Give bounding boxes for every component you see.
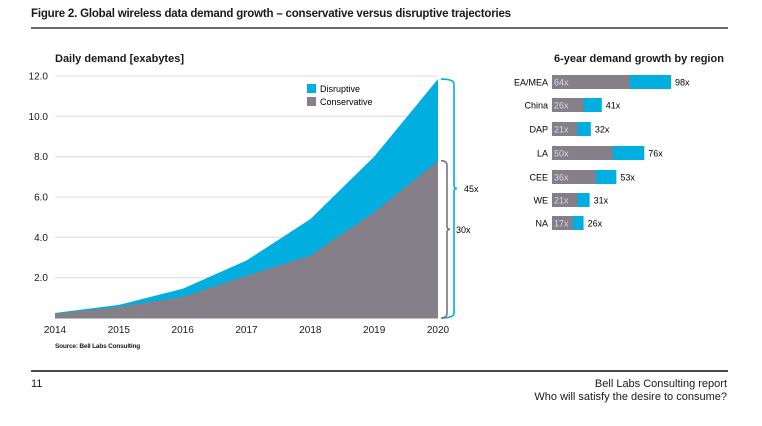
brace-conservative	[440, 159, 451, 319]
legend-label-conservative: Conservative	[320, 97, 373, 107]
x-tick-label: 2015	[108, 325, 131, 336]
bar-label-conservative: 50x	[554, 149, 569, 159]
bar-label-disruptive: 26x	[588, 219, 603, 229]
footer-divider	[31, 370, 728, 372]
growth-braces: 45x 30x	[440, 78, 479, 319]
bar-chart-title: 6-year demand growth by region	[554, 53, 724, 65]
bar-conservative	[552, 122, 578, 136]
x-tick-label: 2014	[44, 325, 67, 336]
bar-label-conservative: 17x	[554, 219, 569, 229]
brace-disruptive	[440, 78, 458, 319]
bar-label-conservative: 21x	[554, 125, 569, 135]
bar-label-disruptive: 53x	[620, 173, 635, 183]
x-tick-label: 2018	[299, 325, 322, 336]
region-label: CEE	[529, 173, 548, 183]
region-label: LA	[537, 149, 548, 159]
bar-conservative	[552, 193, 578, 207]
axes: 2.0 4.0 6.0 8.0 10.0 12.0 2014 2015 2016 2017 2018…	[29, 72, 450, 337]
bar-label-conservative: 26x	[554, 101, 569, 111]
bar-conservative	[552, 98, 584, 112]
y-tick-label: 6.0	[34, 193, 48, 204]
region-label: EA/MEA	[514, 78, 548, 88]
x-tick-label: 2020	[427, 325, 450, 336]
bar-conservative	[552, 75, 630, 89]
bar-label-disruptive: 98x	[675, 78, 690, 88]
region-label: China	[524, 101, 548, 111]
source-note: Source: Bell Labs Consulting	[55, 343, 141, 350]
x-tick-label: 2017	[235, 325, 258, 336]
growth-label-conservative: 30x	[456, 225, 471, 235]
region-label: DAP	[529, 125, 548, 135]
legend-swatch-disruptive	[307, 84, 316, 93]
bar-conservative	[552, 170, 596, 184]
bar-conservative	[552, 146, 613, 160]
bar-label-conservative: 36x	[554, 173, 569, 183]
bar-label-disruptive: 31x	[594, 196, 609, 206]
footer-report-subtitle: Who will satisfy the desire to consume?	[534, 391, 727, 403]
area-series	[55, 79, 438, 319]
bar-label-disruptive: 41x	[606, 101, 621, 111]
bar-label-conservative: 21x	[554, 196, 569, 206]
region-label: WE	[534, 196, 549, 206]
y-tick-label: 2.0	[34, 273, 48, 284]
region-label: NA	[535, 219, 548, 229]
y-tick-label: 8.0	[34, 152, 48, 163]
bar-conservative	[552, 216, 573, 230]
bar-label-conservative: 64x	[554, 78, 569, 88]
page-number: 11	[31, 378, 43, 390]
area-conservative	[55, 160, 438, 318]
legend-label-disruptive: Disruptive	[320, 84, 360, 94]
region-bars: EA/MEA 64x 98x China 26x 41x DAP 21x 32x LA 50x 76x…	[514, 75, 690, 230]
x-tick-label: 2019	[363, 325, 386, 336]
y-tick-label: 10.0	[29, 112, 49, 123]
legend-swatch-conservative	[307, 97, 316, 106]
footer-report-name: Bell Labs Consulting report	[594, 378, 727, 390]
y-tick-label: 4.0	[34, 233, 48, 244]
growth-label-disruptive: 45x	[464, 184, 479, 194]
figure-title: Figure 2. Global wireless data demand gr…	[31, 8, 511, 20]
x-tick-label: 2016	[172, 325, 195, 336]
y-tick-label: 12.0	[29, 72, 49, 83]
title-divider	[31, 27, 728, 29]
bar-label-disruptive: 76x	[648, 149, 663, 159]
legend: Disruptive Conservative	[307, 84, 373, 107]
area-chart-title: Daily demand [exabytes]	[55, 53, 184, 65]
bar-label-disruptive: 32x	[595, 125, 610, 135]
